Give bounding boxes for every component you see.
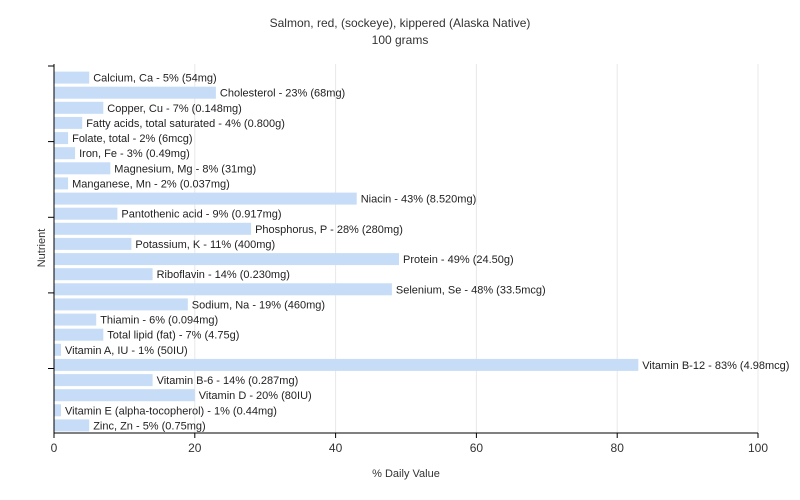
x-tick-label: 60 (470, 441, 484, 455)
data-label: Manganese, Mn - 2% (0.037mg) (72, 178, 230, 190)
bar (54, 419, 90, 432)
bar (54, 298, 188, 311)
bar (54, 389, 195, 402)
data-label: Vitamin E (alpha-tocopherol) - 1% (0.44m… (65, 405, 277, 417)
x-tick-label: 40 (329, 441, 343, 455)
data-label: Pantothenic acid - 9% (0.917mg) (121, 209, 281, 221)
bars-group: Calcium, Ca - 5% (54mg) Cholesterol - 23%… (54, 71, 789, 432)
bar (54, 86, 216, 99)
chart-title: Salmon, red, (sockeye), kippered (Alaska… (270, 16, 531, 30)
data-label: Copper, Cu - 7% (0.148mg) (107, 103, 242, 115)
bar (54, 101, 104, 114)
bar (54, 253, 399, 266)
x-tick-label: 0 (51, 441, 58, 455)
bar (54, 116, 83, 129)
bar (54, 177, 69, 190)
data-label: Thiamin - 6% (0.094mg) (100, 315, 218, 327)
data-label: Magnesium, Mg - 8% (31mg) (114, 163, 256, 175)
data-label: Potassium, K - 11% (400mg) (135, 239, 275, 251)
data-label: Iron, Fe - 3% (0.49mg) (79, 148, 190, 160)
x-tick-label: 80 (611, 441, 625, 455)
bar (54, 404, 61, 417)
bar (54, 283, 392, 296)
bar (54, 237, 132, 250)
data-label: Vitamin B-12 - 83% (4.98mcg) (642, 360, 789, 372)
x-tick-label: 20 (188, 441, 202, 455)
bar (54, 147, 76, 160)
bar (54, 207, 118, 220)
bar (54, 268, 153, 281)
data-label: Sodium, Na - 19% (460mg) (192, 299, 325, 311)
bar (54, 71, 90, 84)
y-axis-title: Nutrient (36, 229, 48, 268)
data-label: Phosphorus, P - 28% (280mg) (255, 224, 403, 236)
data-label: Zinc, Zn - 5% (0.75mg) (93, 420, 205, 432)
bar (54, 358, 639, 371)
axes: 0 20 40 60 80 100 (48, 64, 768, 455)
data-label: Folate, total - 2% (6mcg) (72, 133, 192, 145)
bar (54, 192, 357, 205)
data-label: Riboflavin - 14% (0.230mg) (157, 269, 290, 281)
data-label: Selenium, Se - 48% (33.5mcg) (396, 284, 546, 296)
bar (54, 222, 252, 235)
bar (54, 343, 61, 356)
bar (54, 374, 153, 387)
data-label: Vitamin A, IU - 1% (50IU) (65, 345, 188, 357)
gridlines (194, 64, 759, 433)
data-label: Calcium, Ca - 5% (54mg) (93, 73, 216, 85)
x-axis-title: % Daily Value (372, 468, 440, 480)
data-label: Total lipid (fat) - 7% (4.75g) (107, 330, 239, 342)
chart-subtitle: 100 grams (372, 33, 429, 47)
data-label: Vitamin B-6 - 14% (0.287mg) (157, 375, 299, 387)
bar (54, 313, 97, 326)
bar (54, 132, 69, 145)
data-label: Niacin - 43% (8.520mg) (361, 194, 477, 206)
data-label: Fatty acids, total saturated - 4% (0.800… (86, 118, 285, 130)
x-tick-label: 100 (748, 441, 768, 455)
bar (54, 162, 111, 175)
data-label: Protein - 49% (24.50g) (403, 254, 514, 266)
bar (54, 328, 104, 341)
data-label: Vitamin D - 20% (80IU) (199, 390, 312, 402)
data-label: Cholesterol - 23% (68mg) (220, 88, 345, 100)
